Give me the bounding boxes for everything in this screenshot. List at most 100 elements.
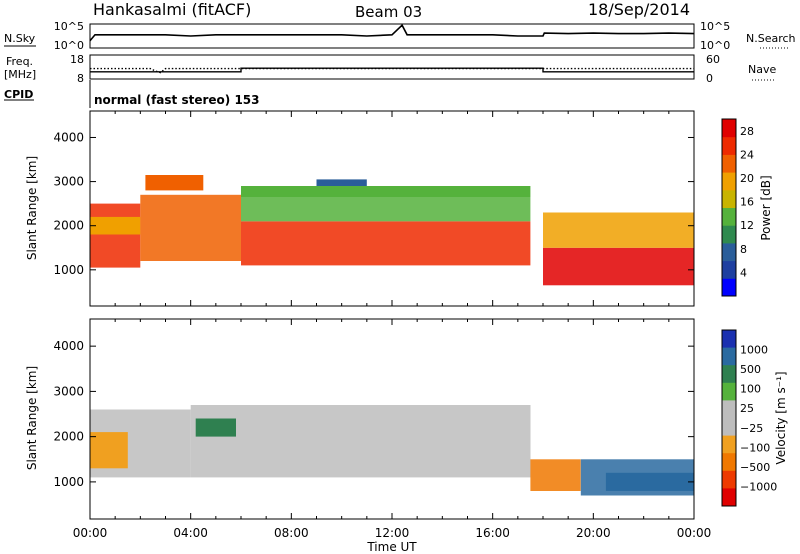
power-region-0 — [90, 203, 141, 268]
cpid-label: CPID — [4, 88, 33, 101]
velocity-band-1 — [195, 418, 236, 437]
power-y-axis: 1000 2000 3000 4000 — [53, 130, 694, 277]
power-colorbar-tick: 12 — [740, 219, 754, 232]
power-ytick-label: 4000 — [53, 130, 84, 144]
power-x-ticks — [89, 111, 695, 306]
power-ytick-label: 3000 — [53, 175, 84, 189]
velocity-colorbar-tick: 100 — [740, 383, 761, 396]
noise-left-tick-top: 10^5 — [54, 20, 84, 33]
noise-left-tick-bottom: 10^0 — [54, 39, 84, 52]
power-colorbar-tick: 8 — [740, 243, 747, 256]
power-colorbar-tick: 4 — [740, 266, 747, 279]
power-colorbar-tick: 28 — [740, 125, 754, 138]
frequency-series-line — [90, 67, 694, 73]
velocity-colorbar-swatch — [722, 488, 736, 507]
velocity-ytick-label: 4000 — [53, 339, 84, 353]
velocity-colorbar: 1000 500 100 25 −25 −100 −500 −1000 — [721, 329, 777, 507]
velocity-colorbar-tick: 25 — [740, 402, 754, 415]
nsearch-label: N.Search — [746, 32, 796, 45]
velocity-colorbar-swatch — [722, 435, 736, 454]
beam-title: Beam 03 — [355, 3, 422, 21]
velocity-ytick-label: 3000 — [53, 384, 84, 398]
velocity-panel: 1000 2000 3000 4000 00:00 04:00 08:00 12:00 16:… — [25, 318, 788, 554]
velocity-colorbar-swatch — [722, 330, 736, 349]
freq-label-line1: Freq. — [6, 55, 33, 68]
velocity-ytick-label: 2000 — [53, 430, 84, 444]
velocity-colorbar-tick: −25 — [740, 422, 763, 435]
power-colorbar-tick: 20 — [740, 172, 754, 185]
cpid-mode: normal (fast stereo) 153 — [94, 93, 260, 107]
station-title: Hankasalmi (fitACF) — [93, 0, 251, 19]
velocity-colorbar-frame — [721, 329, 737, 507]
velocity-colorbar-label: Velocity [m s⁻¹] — [774, 371, 788, 464]
velocity-colorbar-swatch — [722, 382, 736, 401]
power-band-1 — [241, 186, 531, 197]
velocity-ylabel: Slant Range [km] — [25, 366, 39, 470]
power-panel: 1000 2000 3000 4000 Slant Range [km] 4 8 12 16… — [25, 110, 773, 307]
noise-right-tick-top: 10^5 — [700, 20, 730, 33]
power-colorbar-swatch — [722, 260, 736, 279]
velocity-xtick-label: 00:00 — [73, 526, 108, 540]
frequency-frame — [89, 54, 695, 80]
velocity-x-axis: 00:00 04:00 08:00 12:00 16:00 20:00 00:00 — [73, 319, 712, 540]
velocity-xtick-label: 16:00 — [475, 526, 510, 540]
power-region-4 — [543, 247, 694, 286]
power-colorbar-swatch — [722, 172, 736, 191]
power-colorbar-swatch — [722, 136, 736, 155]
velocity-band-2 — [605, 472, 694, 491]
velocity-ytick-label: 1000 — [53, 475, 84, 489]
velocity-colorbar-tick: −1000 — [740, 480, 777, 493]
nave-label: Nave — [748, 63, 776, 76]
power-colorbar: 4 8 12 16 20 24 28 — [721, 118, 754, 297]
freq-tick-top: 18 — [70, 53, 84, 66]
velocity-colorbar-swatch — [722, 365, 736, 384]
power-colorbar-swatch — [722, 154, 736, 173]
nsky-label: N.Sky — [4, 32, 36, 45]
nave-series-line — [90, 67, 694, 74]
cpid-row: CPID normal (fast stereo) 153 — [4, 80, 260, 108]
date-title: 18/Sep/2014 — [588, 0, 690, 19]
power-band-2 — [316, 179, 367, 186]
nave-tick-top: 60 — [706, 53, 720, 66]
power-band-3 — [90, 216, 141, 235]
velocity-region-1 — [190, 405, 531, 478]
velocity-xtick-label: 04:00 — [173, 526, 208, 540]
velocity-xtick-label: 08:00 — [274, 526, 309, 540]
power-ytick-label: 1000 — [53, 263, 84, 277]
velocity-band-0 — [90, 432, 128, 469]
frequency-panel: Freq. [MHz] 18 8 60 0 Nave — [4, 53, 776, 85]
power-region-3 — [241, 197, 531, 222]
power-colorbar-swatch — [722, 119, 736, 138]
velocity-y-axis: 1000 2000 3000 4000 — [53, 339, 694, 489]
time-axis-label: Time UT — [366, 540, 417, 554]
velocity-colorbar-swatch — [722, 400, 736, 419]
velocity-xtick-label: 00:00 — [677, 526, 712, 540]
velocity-xtick-label: 20:00 — [576, 526, 611, 540]
power-heatmap — [90, 175, 694, 286]
velocity-region-2 — [530, 459, 581, 491]
power-colorbar-tick: 16 — [740, 196, 754, 209]
power-region-1 — [140, 194, 241, 261]
power-colorbar-swatch — [722, 189, 736, 208]
velocity-xtick-label: 12:00 — [375, 526, 410, 540]
velocity-colorbar-tick: −100 — [740, 441, 770, 454]
freq-label-line2: [MHz] — [4, 68, 36, 81]
power-colorbar-swatch — [722, 278, 736, 297]
noise-right-tick-bottom: 10^0 — [700, 39, 730, 52]
freq-tick-bottom: 8 — [77, 72, 84, 85]
power-colorbar-frame — [721, 118, 737, 297]
velocity-colorbar-swatch — [722, 470, 736, 489]
power-band-0 — [145, 175, 204, 191]
power-ylabel: Slant Range [km] — [25, 156, 39, 260]
noise-panel: N.Sky 10^5 10^0 10^5 10^0 N.Search — [4, 20, 796, 52]
noise-frame — [89, 23, 695, 49]
velocity-colorbar-swatch — [722, 453, 736, 472]
power-colorbar-swatch — [722, 225, 736, 244]
power-ytick-label: 2000 — [53, 219, 84, 233]
power-colorbar-tick: 24 — [740, 148, 754, 161]
velocity-colorbar-tick: −500 — [740, 461, 770, 474]
nsky-series-line — [89, 23, 695, 42]
velocity-colorbar-tick: 500 — [740, 363, 761, 376]
power-colorbar-label: Power [dB] — [759, 175, 773, 240]
